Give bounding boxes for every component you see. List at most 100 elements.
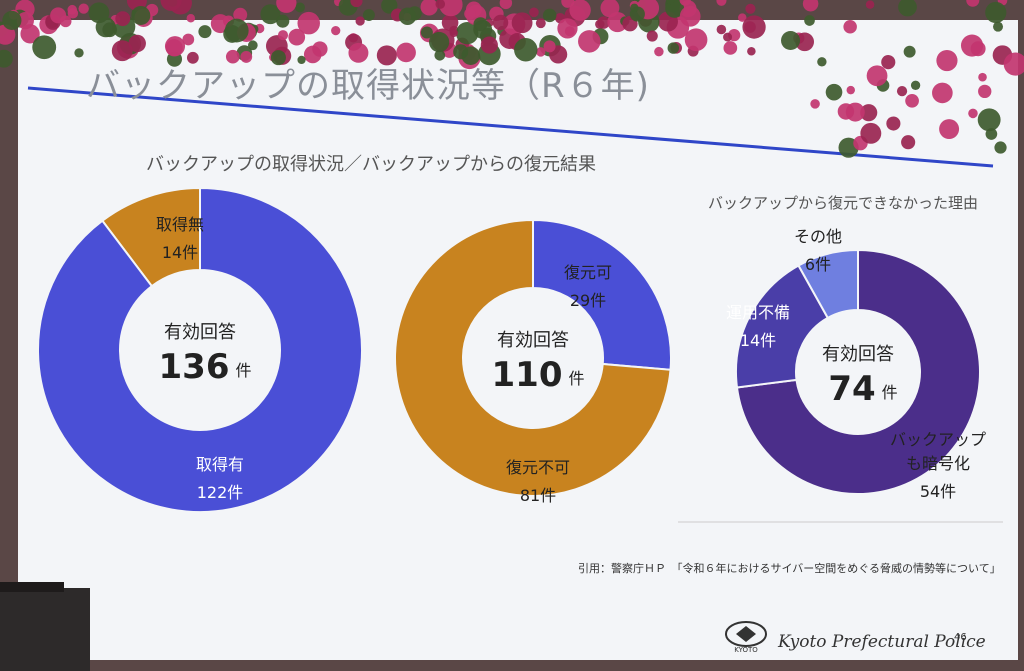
flower-blossom — [233, 7, 248, 22]
flower-blossom — [977, 108, 1001, 132]
flower-blossom — [646, 30, 658, 42]
center-label: 有効回答 — [497, 330, 569, 351]
flower-blossom — [295, 2, 305, 13]
podium — [0, 588, 90, 671]
flower-blossom — [968, 108, 978, 119]
flower-blossom — [270, 50, 286, 66]
flower-blossom — [860, 122, 882, 144]
slice-label: 取得有 — [196, 455, 244, 474]
flower-blossom — [960, 34, 984, 57]
center-value: 74 — [828, 369, 875, 409]
flower-blossom — [825, 83, 843, 101]
flower-blossom — [723, 41, 738, 55]
footer-org-name: Kyoto Prefectural Police — [778, 632, 986, 652]
flower-blossom — [355, 16, 365, 26]
flower-blossom — [240, 51, 253, 63]
flower-blossom — [464, 7, 476, 20]
flower-blossom — [312, 41, 328, 57]
flower-blossom — [939, 119, 960, 140]
flower-blossom — [993, 21, 1004, 32]
slice-label: 復元可 — [564, 263, 612, 282]
flower-blossom — [50, 7, 67, 24]
center-value: 136 — [159, 347, 230, 387]
flower-blossom — [905, 93, 919, 108]
slice-value-label: 14件 — [740, 331, 776, 350]
flower-blossom — [362, 9, 375, 21]
flower-blossom — [742, 15, 766, 39]
flower-blossom — [716, 0, 727, 6]
flower-blossom — [542, 8, 557, 23]
flower-blossom — [738, 13, 747, 22]
flower-blossom — [74, 48, 84, 58]
slice-label: バックアップ — [890, 430, 986, 449]
slice-value-label: 122件 — [197, 483, 244, 502]
flower-blossom — [745, 3, 756, 14]
center-value: 110 — [492, 355, 563, 395]
flower-blossom — [128, 34, 146, 53]
flower-blossom — [802, 0, 819, 12]
flower-blossom — [630, 3, 639, 13]
flower-blossom — [276, 14, 290, 28]
subtitle-left: バックアップの取得状況／バックアップからの復元結果 — [146, 154, 596, 175]
flower-blossom — [994, 141, 1007, 154]
flower-blossom — [845, 102, 865, 122]
police-logo-icon: KYOTO — [725, 621, 767, 654]
page-number: 46 — [954, 632, 967, 643]
flower-blossom — [896, 86, 908, 97]
flower-blossom — [514, 38, 538, 62]
flower-blossom — [898, 0, 917, 17]
flower-blossom — [224, 18, 249, 43]
flower-blossom — [260, 4, 281, 25]
flower-blossom — [535, 18, 546, 29]
flower-blossom — [966, 0, 980, 7]
center-unit: 件 — [882, 383, 898, 402]
flower-blossom — [578, 30, 601, 53]
flower-blossom — [747, 46, 756, 56]
flower-blossom — [843, 20, 857, 34]
flower-blossom — [595, 19, 605, 29]
flower-blossom — [225, 49, 240, 64]
flower-blossom — [985, 128, 998, 140]
chart-restore-failure-reasons: 有効回答 74 件バックアップ も暗号化 54件 運用不備 14件 その他 6件 — [698, 220, 1018, 520]
podium-top — [0, 582, 64, 592]
flower-blossom — [932, 82, 953, 104]
flower-blossom — [936, 49, 958, 72]
slice-value-label: 6件 — [805, 255, 831, 274]
donut-hole — [463, 288, 603, 428]
flower-blossom — [723, 32, 733, 42]
flower-blossom — [978, 72, 987, 82]
flower-blossom — [396, 42, 416, 63]
slice-label: 復元不可 — [506, 458, 570, 477]
flower-blossom — [420, 26, 433, 39]
flower-blossom — [331, 25, 341, 36]
flower-blossom — [441, 14, 459, 31]
flower-blossom — [131, 5, 151, 26]
slice-label: 取得無 — [156, 215, 204, 234]
flower-blossom — [277, 30, 289, 41]
flower-blossom — [499, 0, 513, 10]
flower-blossom — [350, 0, 363, 8]
donut-hole — [796, 310, 920, 434]
flower-blossom — [376, 45, 397, 66]
flower-blossom — [978, 84, 992, 99]
flower-blossom — [529, 7, 539, 18]
donut-hole — [120, 270, 280, 430]
flower-blossom — [78, 3, 89, 14]
flower-blossom — [2, 10, 22, 30]
flower-blossom — [654, 46, 664, 57]
flower-blossom — [1003, 52, 1024, 76]
flower-blossom — [903, 45, 916, 58]
flower-blossom — [16, 12, 34, 30]
flower-blossom — [511, 12, 533, 34]
flower-blossom — [716, 24, 727, 35]
flower-blossom — [846, 85, 855, 95]
flower-blossom — [679, 5, 701, 27]
flower-blossom — [88, 2, 110, 24]
slide: バックアップの取得状況等（R６年) バックアップの取得状況／バックアップからの復… — [18, 20, 1018, 660]
flower-blossom — [32, 35, 57, 60]
flower-blossom — [667, 42, 680, 54]
flower-blossom — [297, 55, 306, 65]
flower-blossom — [297, 11, 320, 35]
